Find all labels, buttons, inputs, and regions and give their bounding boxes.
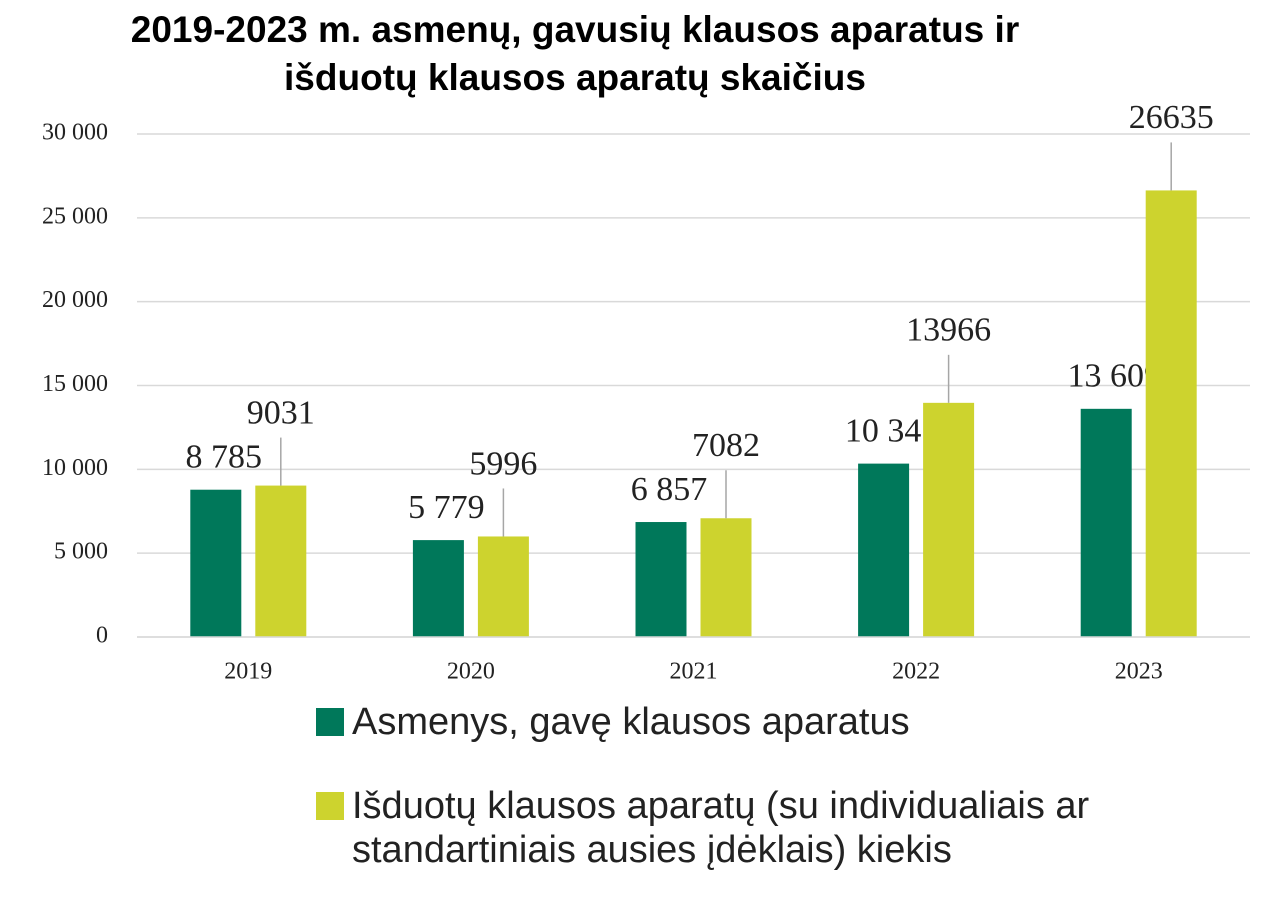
y-tick-label: 30 000 xyxy=(42,120,108,146)
data-label: 26635 xyxy=(1129,99,1214,136)
bar xyxy=(190,489,242,637)
y-tick-label: 0 xyxy=(96,623,108,649)
y-tick-label: 20 000 xyxy=(42,287,108,313)
legend-label: Išduotų klausos aparatų (su individualia… xyxy=(352,785,1090,871)
x-tick-label: 2021 xyxy=(670,659,718,685)
bar xyxy=(1080,408,1132,637)
data-label: 6 857 xyxy=(631,471,708,508)
bar xyxy=(477,536,529,637)
x-tick-label: 2022 xyxy=(892,659,940,685)
bar xyxy=(635,522,687,637)
chart: 2019-2023 m. asmenų, gavusių klausos apa… xyxy=(42,9,1250,685)
data-label: 13966 xyxy=(906,312,991,349)
page: 2019-2023 m. asmenų, gavusių klausos apa… xyxy=(42,8,1250,871)
y-tick-label: 15 000 xyxy=(42,371,108,397)
data-label: 8 785 xyxy=(186,439,263,476)
y-tick-label: 25 000 xyxy=(42,203,108,229)
data-label: 5996 xyxy=(469,445,537,482)
bar xyxy=(255,485,307,637)
data-label: 5 779 xyxy=(408,489,485,526)
data-label: 9031 xyxy=(247,394,315,431)
legend-swatch xyxy=(316,708,344,736)
bar xyxy=(858,463,910,637)
x-tick-label: 2020 xyxy=(447,659,495,685)
legend-item: Išduotų klausos aparatų (su individualia… xyxy=(316,784,1256,872)
chart-title: išduotų klausos aparatų skaičius xyxy=(284,57,866,98)
x-tick-label: 2023 xyxy=(1115,659,1163,685)
legend-label: Asmenys, gavę klausos aparatus xyxy=(352,701,910,743)
legend-item: Asmenys, gavę klausos aparatus xyxy=(316,700,1256,744)
data-label: 7082 xyxy=(692,427,760,464)
bar xyxy=(412,540,464,637)
y-tick-label: 5 000 xyxy=(54,539,108,565)
bar xyxy=(923,402,975,637)
data-label: 13 609 xyxy=(1067,358,1161,395)
chart-title: 2019-2023 m. asmenų, gavusių klausos apa… xyxy=(131,9,1019,50)
legend: Asmenys, gavę klausos aparatus Išduotų kl… xyxy=(316,700,1256,912)
y-tick-label: 10 000 xyxy=(42,455,108,481)
x-tick-label: 2019 xyxy=(224,659,272,685)
legend-swatch xyxy=(316,792,344,820)
bar xyxy=(700,518,752,637)
data-label: 10 341 xyxy=(845,412,939,449)
bar xyxy=(1145,190,1197,637)
